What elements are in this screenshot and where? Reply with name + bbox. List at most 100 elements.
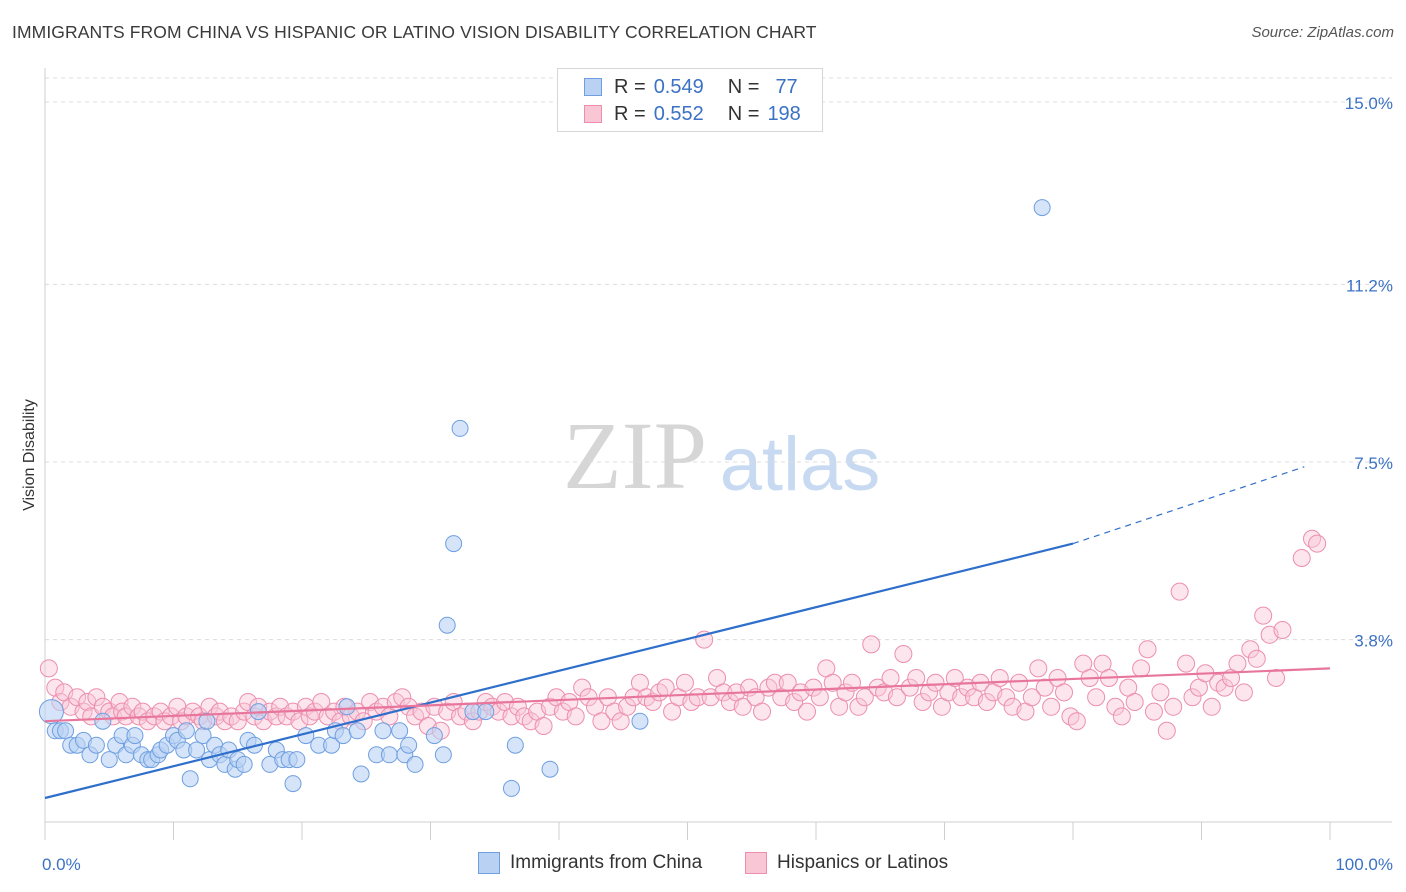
hispanics-point (810, 688, 829, 707)
hispanics-point (1042, 697, 1061, 716)
legend-n-value-china: 77 (775, 75, 798, 98)
tick-labels: 3.8% 7.5% 11.2% 15.0% 0.0% 100.0% (42, 94, 1393, 874)
hispanics-point (1292, 549, 1311, 567)
hispanics-point (1022, 688, 1041, 707)
hispanics-point (823, 673, 842, 692)
hispanics-point (733, 697, 752, 716)
hispanics-point (990, 669, 1009, 687)
legend-n-label: N = (727, 102, 760, 125)
hispanics-point (566, 707, 585, 726)
legend-swatch-blue (584, 78, 602, 96)
hispanics-point (1303, 529, 1322, 548)
hispanics-point (1247, 649, 1266, 668)
china-point (198, 712, 216, 730)
hispanics-point (1170, 582, 1189, 601)
hispanics-point (785, 693, 804, 711)
china-point (188, 741, 206, 759)
china-point (400, 736, 418, 754)
legend-row-hispanics: R = 0.552 N = 198 (584, 102, 801, 126)
hispanics-point (1106, 697, 1125, 716)
china-point (445, 535, 463, 553)
hispanics-point (1132, 659, 1151, 678)
hispanics-point (997, 688, 1016, 707)
hispanics-point (1177, 654, 1196, 673)
hispanics-point (907, 669, 926, 687)
hispanics-point (881, 669, 900, 687)
legend-n-value-hispanics: 198 (767, 102, 801, 125)
x-tick-label-max: 100.0% (1335, 855, 1393, 874)
hispanics-point (502, 707, 521, 726)
china-point (100, 751, 118, 769)
bottom-legend-china: Immigrants from China (478, 852, 702, 874)
hispanics-point (1029, 659, 1048, 678)
hispanics-point (1067, 712, 1086, 731)
hispanics-point (1138, 640, 1157, 659)
china-point (1033, 199, 1051, 217)
hispanics-point (1267, 669, 1286, 687)
hispanics-point (1125, 693, 1144, 711)
hispanics-point (1273, 621, 1292, 639)
china-trend-line (44, 542, 1074, 800)
bottom-legend-label-china: Immigrants from China (510, 852, 703, 873)
y-tick-label: 3.8% (1354, 632, 1393, 651)
bottom-legend-swatch-blue (478, 852, 500, 874)
hispanics-point (894, 645, 913, 663)
china-point (391, 722, 409, 740)
hispanics-point (952, 688, 971, 707)
legend-r-value-hispanics: 0.552 (653, 102, 704, 125)
hispanics-point (1308, 534, 1327, 553)
hispanics-point (116, 707, 135, 726)
china-point (177, 722, 195, 740)
china-point (94, 712, 112, 730)
source-label: Source: ZipAtlas.com (1251, 24, 1394, 41)
hispanics-point (1151, 683, 1170, 702)
china-point (406, 755, 424, 773)
hispanics-point (643, 693, 662, 711)
hispanics-point (1010, 673, 1029, 692)
legend-r-label: R = (614, 102, 646, 125)
china-point (284, 775, 302, 793)
china-point (631, 712, 649, 730)
china-point (348, 722, 366, 740)
hispanics-point (1215, 678, 1234, 697)
hispanics-point (133, 702, 152, 721)
watermark-zip: ZIP (563, 402, 707, 509)
hispanics-point (675, 673, 694, 692)
china-point (541, 760, 559, 778)
series-china-points (38, 199, 1051, 797)
watermark-atlas: atlas (720, 422, 881, 507)
hispanics-point (1234, 683, 1253, 702)
hispanics-point (1055, 683, 1074, 702)
x-tick-label-min: 0.0% (42, 855, 81, 874)
hispanics-point (210, 702, 229, 721)
bottom-legend-label-hispanics: Hispanics or Latinos (777, 852, 949, 873)
legend-n-label: N = (727, 75, 760, 98)
hispanics-point (798, 702, 817, 721)
china-point (434, 746, 452, 764)
hispanics-point (1202, 697, 1221, 716)
china-point (506, 736, 524, 754)
china-point (235, 755, 253, 773)
hispanics-point (977, 693, 996, 711)
hispanics-point (849, 697, 868, 716)
hispanics-point (900, 678, 919, 697)
legend-swatch-pink (584, 105, 602, 123)
axes (44, 68, 1392, 840)
china-point (502, 779, 520, 797)
y-tick-label: 7.5% (1354, 454, 1393, 473)
hispanics-point (1254, 606, 1273, 625)
trend-lines (44, 466, 1331, 800)
hispanics-point (945, 669, 964, 687)
china-point (438, 616, 456, 634)
bottom-legend-hispanics: Hispanics or Latinos (745, 852, 948, 874)
hispanics-point (592, 712, 611, 731)
hispanics-point (753, 702, 772, 721)
hispanics-point (1183, 688, 1202, 707)
hispanics-point (926, 673, 945, 692)
china-point (338, 698, 356, 716)
china-point (352, 765, 370, 783)
hispanics-point (46, 678, 65, 697)
y-tick-label: 15.0% (1345, 94, 1393, 113)
legend-r-value-china: 0.549 (653, 75, 704, 98)
